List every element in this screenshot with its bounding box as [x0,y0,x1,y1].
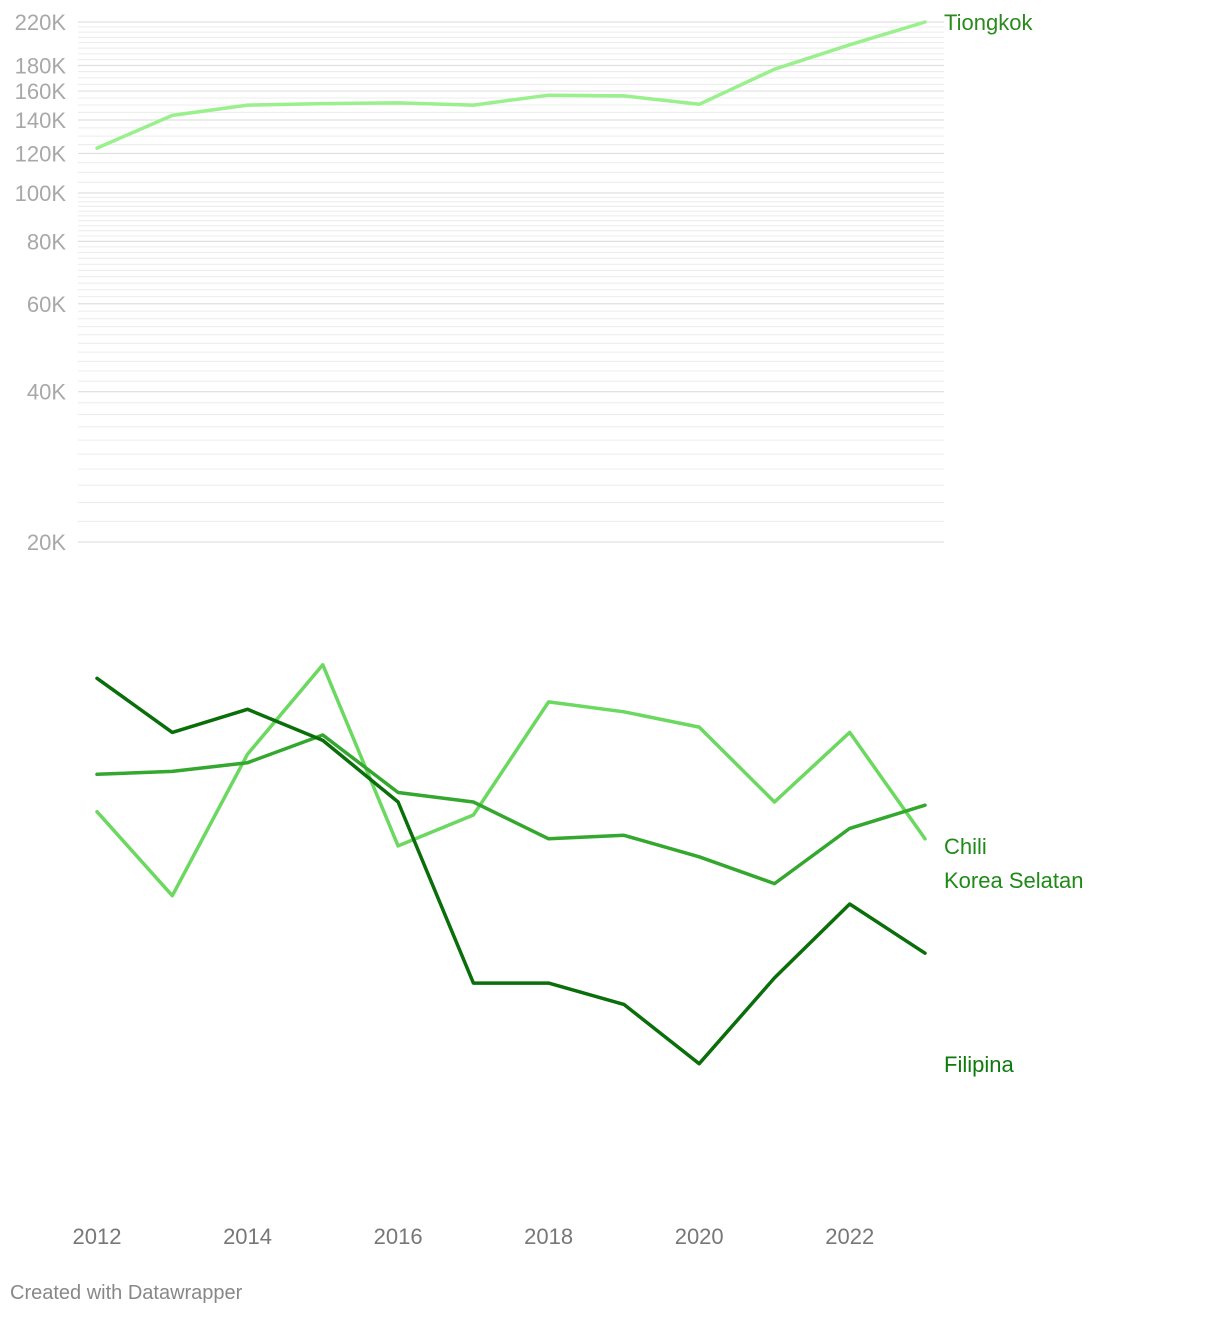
x-tick-label: 2014 [223,1224,272,1249]
series-line-filipina [95,676,927,1066]
x-tick-label: 2016 [374,1224,423,1249]
series-label-filipina: Filipina [944,1052,1014,1077]
y-tick-label: 100K [15,181,67,206]
y-tick-label: 160K [15,79,67,104]
series-lines [95,20,927,1066]
grid-lines [78,21,944,543]
x-tick-label: 2022 [825,1224,874,1249]
x-tick-label: 2020 [675,1224,724,1249]
x-tick-label: 2012 [73,1224,122,1249]
y-tick-label: 220K [15,10,67,35]
y-tick-label: 140K [15,108,67,133]
y-tick-label: 20K [27,530,66,555]
series-line-tiongkok [95,20,927,150]
y-tick-label: 120K [15,141,67,166]
y-tick-label: 180K [15,54,67,79]
series-line-chili [95,733,927,886]
series-line-korea-selatan [95,663,927,898]
x-tick-label: 2018 [524,1224,573,1249]
y-tick-label: 80K [27,229,66,254]
series-labels: Tiongkok Korea Selatan Chili Filipina [944,10,1083,1077]
y-tick-label: 60K [27,292,66,317]
footer-credit: Created with Datawrapper [10,1282,243,1304]
series-label-tiongkok: Tiongkok [944,10,1033,35]
series-label-chili: Chili [944,834,987,859]
series-label-korea-selatan: Korea Selatan [944,868,1083,893]
x-axis-labels: 2012 2014 2016 2018 2020 2022 [73,1224,875,1249]
y-tick-label: 40K [27,380,66,405]
